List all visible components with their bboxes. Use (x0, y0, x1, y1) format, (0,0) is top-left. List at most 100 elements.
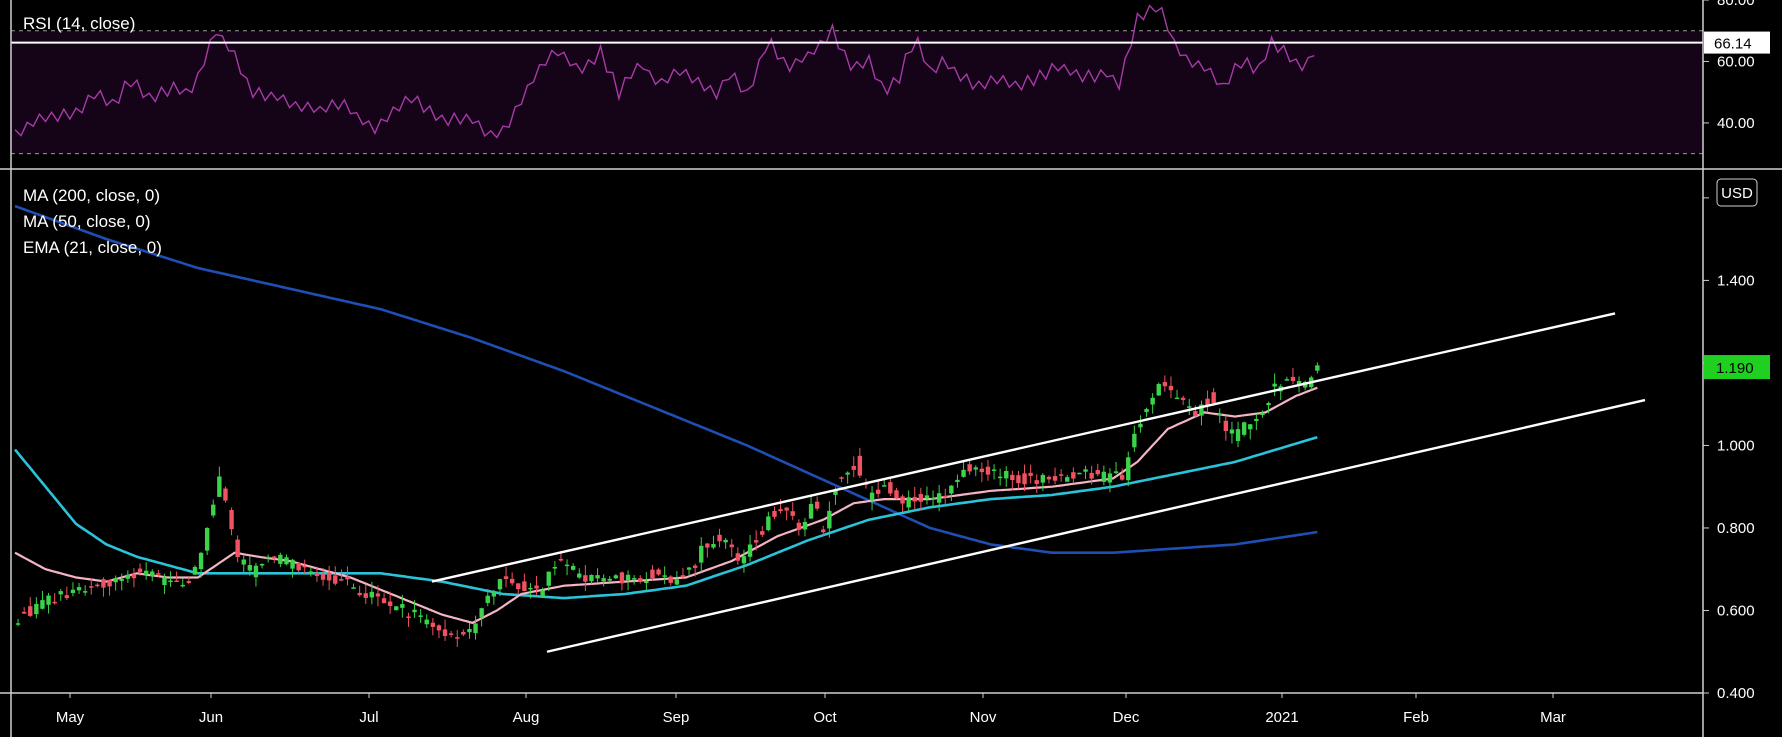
candle-body (814, 501, 820, 509)
candle-body (58, 591, 63, 595)
candle-body (674, 579, 680, 585)
ma200-line (14, 204, 1318, 555)
x-tick-label: Aug (513, 709, 540, 726)
candle-body (912, 496, 917, 502)
ma50-label: MA (50, close, 0) (23, 212, 151, 231)
candle-body (156, 573, 161, 575)
candle-body (692, 565, 698, 568)
candle-body (387, 601, 393, 607)
candle-body (1040, 474, 1046, 483)
x-tick-label: Mar (1540, 709, 1566, 726)
candle-body (1187, 406, 1192, 408)
candle-body (357, 592, 362, 596)
ma200-label: MA (200, close, 0) (23, 186, 160, 205)
candle-body (839, 477, 844, 479)
candle-body (589, 574, 594, 582)
candle-body (656, 569, 661, 575)
candle-body (753, 540, 759, 543)
candle-body (711, 544, 716, 548)
candle-body (1095, 470, 1100, 475)
candle-body (1034, 480, 1039, 484)
candle-body (180, 584, 185, 587)
candle-body (503, 576, 509, 579)
candle-body (1144, 409, 1149, 413)
candle-body (455, 637, 460, 639)
candle-body (766, 516, 771, 531)
candle-body (619, 572, 625, 584)
x-tick-label: Dec (1113, 709, 1140, 726)
rsi-tick-label: 60.00 (1717, 53, 1755, 70)
candle-body (461, 631, 466, 635)
candle-body (46, 595, 51, 605)
candle-body (333, 575, 338, 584)
candle-body (448, 633, 454, 635)
candle-body (113, 578, 118, 583)
price-tag-box (1704, 355, 1770, 380)
currency-box (1716, 178, 1758, 207)
candle-body (900, 496, 905, 504)
candle-body (558, 559, 564, 561)
candle-body (1168, 385, 1174, 391)
candle-body (259, 564, 265, 566)
candle-body (1113, 471, 1119, 474)
candle-body (1071, 472, 1076, 479)
candle-body (272, 556, 277, 559)
candle-body (570, 565, 576, 570)
candle-body (485, 595, 490, 603)
candle-body (229, 510, 234, 530)
candle-body (95, 584, 100, 587)
candle-body (1058, 474, 1064, 476)
candle-body (662, 575, 667, 577)
candle-body (747, 544, 753, 557)
candle-body (491, 592, 497, 597)
candle-body (1254, 418, 1259, 422)
candle-body (680, 575, 686, 577)
candle-body (851, 466, 856, 470)
rsi-axis: 40.00 60.00 80.00 (1703, 0, 1755, 132)
candle-body (949, 485, 954, 494)
candle-body (1229, 429, 1235, 434)
candle-body (644, 580, 649, 584)
candle-body (192, 566, 198, 575)
x-tick-label: Jul (359, 709, 378, 726)
candle-body (101, 579, 106, 588)
candle-body (924, 495, 930, 499)
candle-body (650, 569, 655, 579)
rsi-pane (11, 4, 1703, 155)
candle-body (137, 568, 143, 573)
candle-body (1138, 423, 1143, 428)
candle-body (418, 615, 423, 617)
currency-label: USD (1721, 185, 1753, 202)
candle-body (997, 476, 1003, 479)
candle-body (375, 593, 381, 597)
candle-body (442, 629, 448, 636)
x-tick-label: Sep (663, 709, 690, 726)
candle-body (40, 600, 45, 609)
rsi-label: RSI (14, close) (23, 14, 135, 33)
candle-body (131, 574, 137, 579)
candle-body (1205, 398, 1210, 406)
candle-body (1235, 429, 1241, 442)
candle-body (150, 571, 155, 577)
candle-body (1022, 473, 1027, 485)
candle-body (534, 585, 539, 589)
candle-body (857, 455, 863, 476)
candle-body (1083, 469, 1088, 472)
candle-body (552, 567, 558, 569)
candle-body (1199, 404, 1204, 416)
candle-body (772, 510, 777, 517)
candle-body (1101, 471, 1107, 482)
rsi-tick-label: 80.00 (1717, 0, 1755, 9)
candle-body (28, 606, 33, 616)
candle-body (1028, 472, 1033, 476)
candle-body (265, 556, 271, 559)
candle-body (174, 580, 179, 583)
x-tick-label: Oct (813, 709, 837, 726)
candle-body (119, 578, 124, 581)
candle-body (235, 539, 240, 558)
candle-body (936, 493, 942, 503)
x-tick-label: Nov (970, 709, 997, 726)
candle-body (186, 581, 192, 583)
candle-body (1156, 384, 1161, 396)
candle-body (601, 578, 606, 582)
